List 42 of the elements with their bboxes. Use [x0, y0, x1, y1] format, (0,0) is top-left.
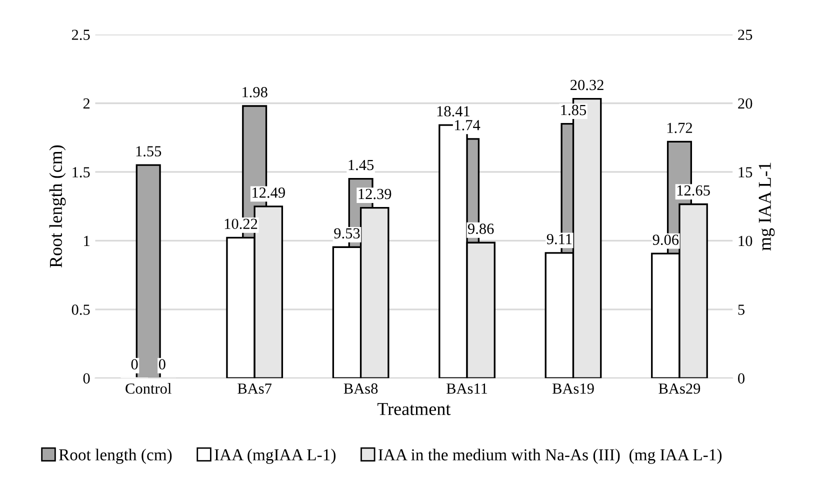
data-label: 18.41	[437, 106, 470, 116]
x-axis-title: Treatment	[377, 403, 451, 416]
data-label: 20.32	[570, 80, 604, 90]
data-label: 1.45	[348, 160, 374, 170]
y-tick-label: 2	[83, 98, 90, 109]
data-label: 0	[131, 359, 138, 370]
data-label: 1.74	[455, 120, 480, 130]
data-label: 1.98	[242, 87, 268, 98]
data-label: 9.53	[334, 228, 360, 239]
data-label: 9.06	[652, 234, 679, 246]
data-label: 1.55	[136, 146, 162, 156]
y-axis-title: Root length (cm)	[49, 145, 66, 268]
data-label: 12.49	[252, 188, 285, 198]
x-tick-label: BAs8	[344, 383, 378, 394]
y-tick-label: 0.5	[72, 304, 90, 315]
y2-tick-label: 15	[738, 167, 752, 178]
x-tick-label: BAs29	[658, 383, 700, 394]
x-tick-label: Control	[126, 382, 172, 394]
data-label: 9.11	[546, 234, 572, 244]
y-tick-label: 1.5	[72, 167, 90, 178]
y-tick-label: 0	[83, 373, 90, 384]
data-label: 12.65	[677, 185, 710, 196]
legend-label: IAA (mgIAA L-1)	[214, 448, 336, 464]
data-label: 1.85	[561, 104, 586, 116]
x-tick-label: BAs7	[238, 384, 272, 394]
y2-tick-label: 5	[738, 304, 745, 315]
x-tick-label: BAs11	[446, 384, 488, 394]
y2-tick-label: 10	[738, 236, 752, 246]
data-label: 10.22	[224, 218, 258, 230]
legend-label: IAA in the medium with Na-As (III) (mg IAA L-1)	[378, 448, 722, 464]
data-label: 12.39	[358, 188, 392, 200]
data-label: 1.72	[667, 122, 692, 134]
y2-tick-label: 25	[738, 30, 752, 40]
y2-axis-title: mg IAA L-1	[758, 162, 775, 251]
y-tick-label: 1	[84, 236, 90, 246]
y2-tick-label: 20	[738, 98, 752, 109]
legend-label: Root length (cm)	[58, 448, 172, 464]
y-tick-label: 2.5	[72, 30, 90, 40]
data-label: 9.86	[468, 224, 494, 234]
y2-tick-label: 0	[738, 373, 745, 384]
x-tick-label: BAs19	[552, 383, 594, 394]
data-label: 0	[158, 359, 166, 370]
